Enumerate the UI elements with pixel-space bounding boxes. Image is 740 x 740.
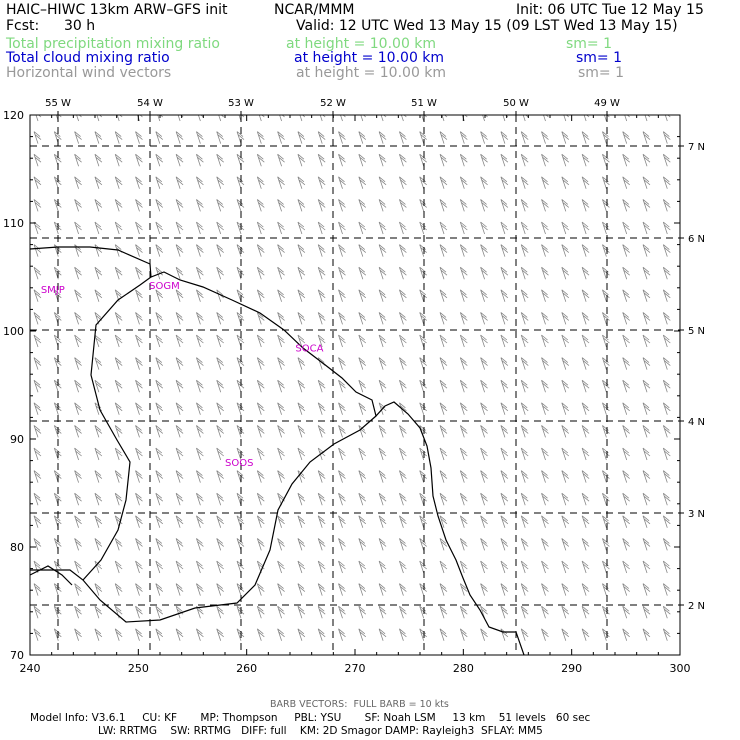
field-cloud-sm: sm= 1 [576,50,623,66]
field-wind-name: Horizontal wind vectors [6,65,172,81]
latitude-label: 5 N [688,326,705,337]
plot-frame [29,114,681,656]
coastline [30,246,525,655]
x-tick-label: 240 [20,662,41,675]
field-precip-sm: sm= 1 [566,36,613,52]
y-tick-label: 110 [3,217,24,230]
longitude-label: 54 W [137,98,163,109]
model-info-line2: LW: RRTMG SW: RRTMG DIFF: full KM: 2D Sm… [98,725,543,737]
map-axes: 240 250 260 270 280 290 300 120 110 100 90 80 70 55 W… [3,98,705,675]
init-time: Init: 06 UTC Tue 12 May 15 [516,2,704,18]
latitude-label: 2 N [688,601,705,612]
model-info-line1: Model Info: V3.6.1 CU: KF MP: Thompson P… [30,712,591,724]
latitude-label: 3 N [688,509,705,520]
station-label-smjp: SMJP [41,285,65,296]
longitude-label: 49 W [594,98,620,109]
wind-barb-field [33,115,671,641]
x-tick-label: 290 [561,662,582,675]
x-tick-label: 280 [453,662,474,675]
y-tick-label: 80 [10,541,24,554]
latitude-label: 4 N [688,417,705,428]
field-precip-height: at height = 10.00 km [286,36,437,52]
field-cloud-name: Total cloud mixing ratio [6,50,170,66]
y-tick-label: 90 [10,433,24,446]
wind-barbs [33,115,671,641]
y-tick-label: 100 [3,325,24,338]
field-wind-sm: sm= 1 [578,65,625,81]
barb-note: BARB VECTORS: FULL BARB = 10 kts [270,699,449,710]
field-precip-name: Total precipitation mixing ratio [6,36,220,52]
forecast-hour: 30 h [64,18,96,34]
longitude-label: 52 W [320,98,346,109]
latitude-label: 6 N [688,234,705,245]
station-label-soca: SOCA [295,344,323,355]
x-tick-label: 250 [128,662,149,675]
longitude-label: 51 W [411,98,437,109]
x-tick-label: 300 [670,662,691,675]
longitude-label: 53 W [228,98,254,109]
forecast-label: Fcst: [6,18,40,34]
longitude-label: 55 W [45,98,71,109]
lat-lon-grid [30,115,680,655]
y-tick-label: 120 [3,109,24,122]
latitude-label: 7 N [688,142,705,153]
station-label-sogm: SOGM [149,281,180,292]
valid-time: Valid: 12 UTC Wed 13 May 15 (09 LST Wed … [296,18,678,34]
field-cloud-height: at height = 10.00 km [294,50,445,66]
field-wind-height: at height = 10.00 km [296,65,447,81]
longitude-label: 50 W [503,98,529,109]
station-label-soos: SOOS [225,458,253,469]
x-tick-label: 260 [236,662,257,675]
x-tick-label: 270 [345,662,366,675]
station-markers: SMJP SOGM SOCA SOOS [41,281,324,469]
y-tick-label: 70 [10,649,24,662]
org-label: NCAR/MMM [274,2,355,18]
model-title: HAIC–HIWC 13km ARW–GFS init [6,2,228,18]
